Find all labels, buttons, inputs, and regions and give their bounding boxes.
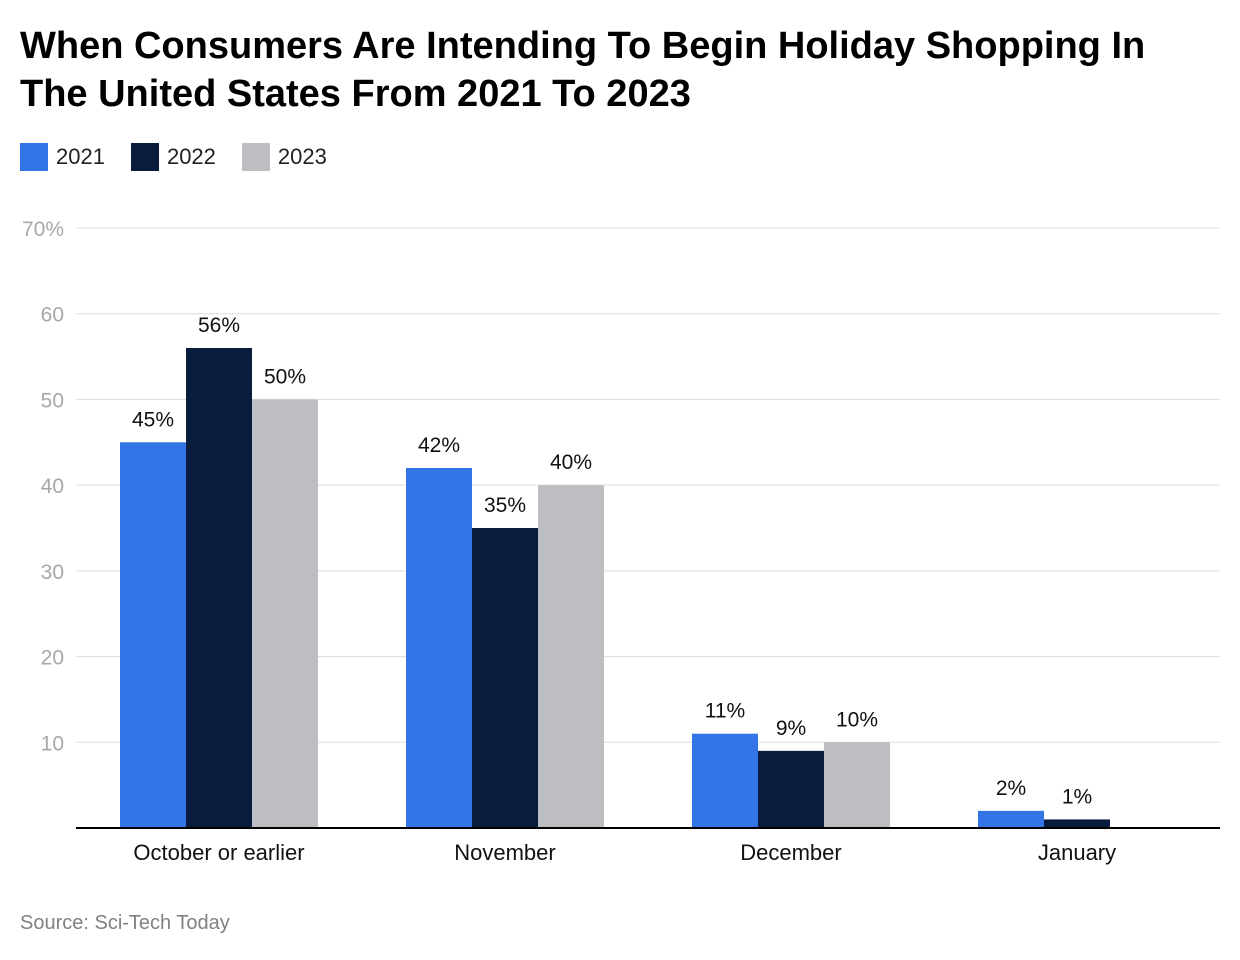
bar-value-label: 50% bbox=[264, 365, 306, 388]
y-tick-label: 30 bbox=[41, 561, 64, 584]
bar-value-label: 45% bbox=[132, 408, 174, 431]
bar bbox=[758, 750, 824, 828]
bar bbox=[538, 485, 604, 828]
bar bbox=[406, 468, 472, 828]
legend-item: 2022 bbox=[130, 143, 216, 171]
chart-title: When Consumers Are Intending To Begin Ho… bbox=[20, 25, 1146, 115]
bar-value-label: 10% bbox=[836, 708, 878, 731]
bar-value-label: 9% bbox=[776, 717, 806, 740]
x-tick-label: January bbox=[1038, 840, 1116, 865]
x-tick-label: October or earlier bbox=[133, 840, 304, 865]
x-tick-label: November bbox=[454, 840, 555, 865]
bar bbox=[120, 442, 186, 828]
y-tick-label: 70% bbox=[22, 218, 64, 241]
legend-item: 2021 bbox=[20, 143, 105, 171]
bar bbox=[692, 733, 758, 828]
legend-swatch bbox=[20, 143, 48, 171]
legend-label: 2021 bbox=[56, 144, 105, 169]
bar bbox=[186, 348, 252, 828]
bar bbox=[978, 810, 1044, 828]
legend-item: 2023 bbox=[241, 143, 327, 171]
bar bbox=[252, 399, 318, 828]
bar-value-label: 42% bbox=[418, 434, 460, 457]
y-tick-label: 60 bbox=[41, 304, 64, 327]
chart-legend: 2021 2022 2023 bbox=[20, 142, 353, 172]
bar bbox=[1044, 819, 1110, 828]
bar-value-label: 35% bbox=[484, 494, 526, 517]
legend-swatch bbox=[241, 143, 270, 171]
y-tick-label: 50 bbox=[41, 389, 64, 412]
y-tick-label: 10 bbox=[41, 732, 64, 755]
source-note: Source: Sci-Tech Today bbox=[20, 912, 230, 934]
bar bbox=[472, 528, 538, 828]
bar-value-label: 40% bbox=[550, 451, 592, 474]
bar-value-label: 2% bbox=[996, 777, 1026, 800]
y-tick-label: 20 bbox=[41, 647, 64, 670]
bar-value-label: 1% bbox=[1062, 785, 1092, 808]
bar-value-label: 56% bbox=[198, 314, 240, 337]
legend-label: 2022 bbox=[166, 144, 216, 169]
bar-value-label: 11% bbox=[705, 700, 745, 723]
legend-swatch bbox=[130, 143, 159, 171]
bar bbox=[824, 742, 890, 828]
legend-label: 2023 bbox=[277, 144, 327, 169]
y-tick-label: 40 bbox=[41, 475, 64, 498]
x-tick-label: December bbox=[740, 840, 841, 865]
